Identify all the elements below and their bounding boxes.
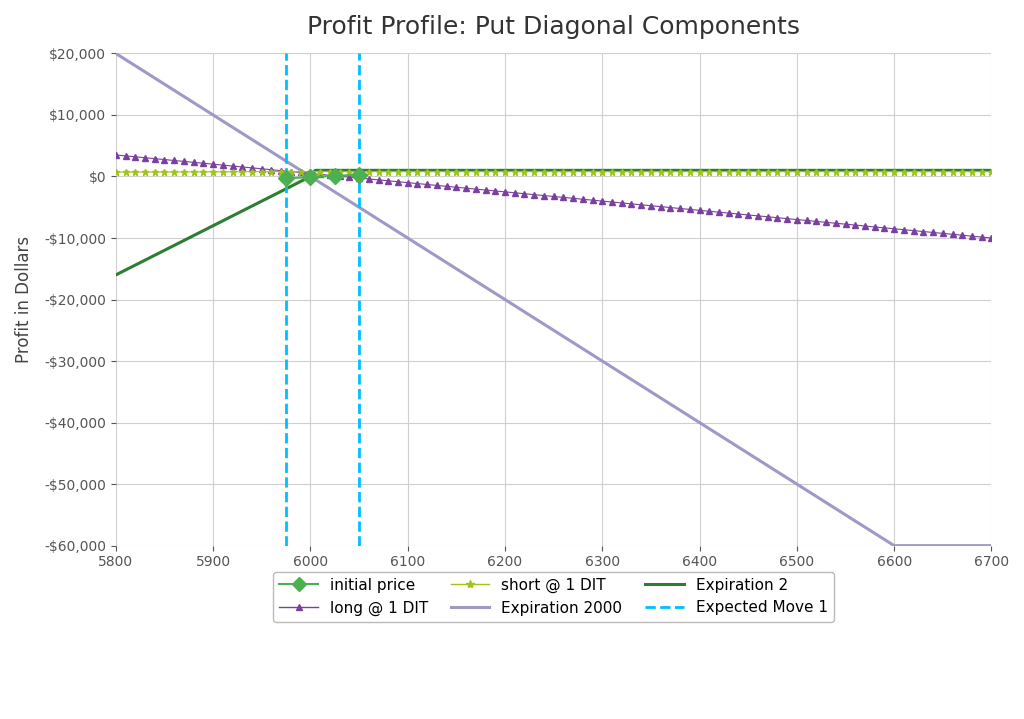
Expiration 2000: [532, 317, 545, 326]
short @ 1 DIT: [343, 168, 355, 176]
Expiration 2000: [985, 541, 997, 550]
long @ 1 DIT: [314, 170, 327, 178]
short @ 1 DIT: [859, 168, 871, 176]
short @ 1 DIT: [324, 168, 336, 176]
Expiration 2000: [888, 541, 900, 550]
Expiration 2: [241, 204, 253, 213]
long @ 1 DIT: [985, 234, 997, 242]
Expiration 2: [110, 270, 122, 279]
Expiration 2000: [182, 96, 195, 104]
initial price: [353, 170, 366, 179]
Y-axis label: Profit in Dollars: Profit in Dollars: [15, 236, 33, 363]
initial price: [280, 174, 292, 183]
Expiration 2: [985, 166, 997, 175]
X-axis label: Underlying Price: Underlying Price: [485, 580, 622, 598]
long @ 1 DIT: [334, 172, 346, 180]
Expiration 2000: [835, 508, 847, 516]
long @ 1 DIT: [956, 231, 969, 239]
short @ 1 DIT: [217, 168, 229, 176]
Expiration 2: [538, 166, 550, 175]
Line: short @ 1 DIT: short @ 1 DIT: [113, 168, 995, 175]
short @ 1 DIT: [985, 168, 997, 176]
Legend: initial price, long @ 1 DIT, short @ 1 DIT, Expiration 2000, Expiration 2, Expec: initial price, long @ 1 DIT, short @ 1 D…: [273, 572, 834, 622]
initial price: [329, 172, 341, 180]
short @ 1 DIT: [285, 168, 297, 176]
short @ 1 DIT: [966, 168, 978, 176]
Line: Expiration 2000: Expiration 2000: [116, 53, 991, 546]
long @ 1 DIT: [217, 161, 229, 170]
initial price: [304, 173, 316, 181]
Line: long @ 1 DIT: long @ 1 DIT: [113, 152, 994, 241]
short @ 1 DIT: [110, 168, 122, 176]
Expiration 2: [532, 166, 545, 175]
long @ 1 DIT: [849, 221, 861, 229]
short @ 1 DIT: [976, 168, 988, 176]
Expiration 2: [840, 166, 852, 175]
long @ 1 DIT: [110, 151, 122, 160]
Expiration 2000: [110, 49, 122, 58]
Expiration 2: [182, 234, 195, 242]
Expiration 2000: [241, 132, 253, 141]
Expiration 2: [357, 166, 370, 175]
Expiration 2000: [528, 313, 541, 322]
Title: Profit Profile: Put Diagonal Components: Profit Profile: Put Diagonal Components: [307, 15, 800, 39]
Expiration 2000: [353, 203, 366, 211]
Expiration 2: [309, 166, 322, 175]
long @ 1 DIT: [966, 232, 978, 240]
Line: initial price: initial price: [281, 169, 365, 184]
Line: Expiration 2: Expiration 2: [116, 170, 991, 275]
